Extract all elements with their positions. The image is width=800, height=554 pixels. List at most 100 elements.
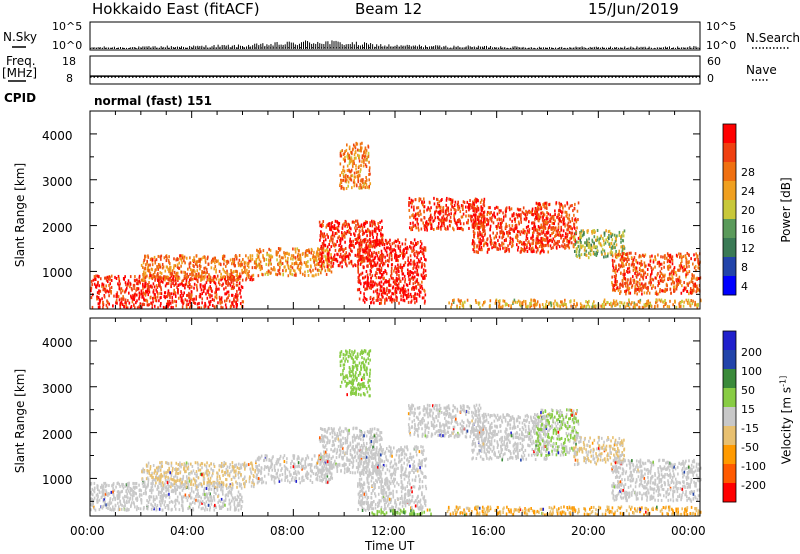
power-cell bbox=[536, 246, 539, 250]
power-cell bbox=[522, 211, 525, 215]
power-cell bbox=[341, 234, 343, 238]
power-cell bbox=[560, 202, 563, 206]
power-cell bbox=[575, 220, 578, 224]
power-cell bbox=[569, 204, 572, 208]
power-cell bbox=[201, 292, 203, 296]
power-cell bbox=[580, 229, 583, 233]
power-cell bbox=[275, 253, 278, 257]
power-cell bbox=[329, 226, 331, 230]
power-cell bbox=[119, 303, 121, 307]
power-cell bbox=[370, 286, 372, 290]
power-cell bbox=[201, 297, 204, 301]
power-cell bbox=[204, 258, 207, 262]
power-cell bbox=[543, 205, 545, 209]
power-cell bbox=[685, 286, 687, 290]
power-cell bbox=[679, 279, 682, 283]
power-cell bbox=[281, 262, 284, 266]
power-cell bbox=[521, 248, 524, 252]
power-cell bbox=[350, 151, 353, 155]
power-cell bbox=[368, 166, 371, 170]
power-cell bbox=[214, 261, 216, 265]
power-cell bbox=[567, 228, 570, 232]
power-cell bbox=[411, 275, 414, 279]
power-cell bbox=[546, 221, 548, 225]
power-cell bbox=[157, 267, 160, 271]
power-cell bbox=[412, 282, 415, 286]
power-cell bbox=[647, 263, 650, 267]
power-cell bbox=[208, 286, 210, 290]
power-cell bbox=[195, 297, 197, 301]
power-cell bbox=[350, 240, 353, 244]
power-cell bbox=[625, 269, 628, 273]
power-cell bbox=[609, 251, 612, 255]
power-cell bbox=[568, 225, 570, 229]
power-cell bbox=[676, 282, 678, 286]
power-cell bbox=[473, 240, 475, 244]
power-cell bbox=[295, 262, 298, 266]
power-cell bbox=[158, 299, 160, 303]
power-cell bbox=[474, 219, 477, 223]
power-cell bbox=[356, 148, 359, 152]
power-cell bbox=[534, 228, 537, 232]
power-cell bbox=[171, 269, 174, 273]
power-cell bbox=[628, 258, 630, 262]
power-cell bbox=[412, 249, 414, 253]
power-cell bbox=[380, 266, 383, 270]
power-cell bbox=[228, 276, 231, 280]
power-cell bbox=[330, 225, 333, 229]
power-cell bbox=[630, 256, 633, 260]
power-cell bbox=[164, 278, 166, 282]
cpid-label: CPID bbox=[4, 91, 37, 105]
freq-left-tick-top: 18 bbox=[62, 55, 76, 68]
power-cell bbox=[294, 247, 297, 251]
power-cell bbox=[578, 248, 581, 252]
power-cell bbox=[147, 286, 150, 290]
power-cell bbox=[483, 217, 486, 221]
power-cell bbox=[358, 297, 361, 301]
power-cell bbox=[473, 221, 475, 225]
power-cell bbox=[518, 230, 521, 234]
power-cell bbox=[221, 300, 223, 304]
power-cell bbox=[363, 300, 366, 304]
power-cell bbox=[245, 271, 247, 275]
power-cell bbox=[542, 220, 545, 224]
power-cell bbox=[394, 249, 397, 253]
power-cell bbox=[226, 269, 228, 273]
power-cell bbox=[330, 245, 333, 249]
power-cell bbox=[284, 269, 287, 273]
power-cell bbox=[657, 292, 660, 296]
power-cell bbox=[554, 213, 556, 217]
power-cell bbox=[369, 237, 371, 241]
power-cell bbox=[419, 283, 421, 287]
power-cell bbox=[193, 258, 196, 262]
power-cell bbox=[108, 283, 110, 287]
power-cell bbox=[607, 252, 609, 256]
power-cell bbox=[415, 297, 418, 301]
power-cell bbox=[644, 282, 647, 286]
power-cell bbox=[436, 198, 439, 202]
power-cell bbox=[361, 271, 364, 275]
power-cell bbox=[394, 279, 396, 283]
power-cell bbox=[125, 288, 127, 292]
power-cell bbox=[286, 260, 289, 264]
power-cell bbox=[677, 268, 679, 272]
power-cell bbox=[520, 216, 522, 220]
power-cell bbox=[479, 200, 482, 204]
vel-ytick-3000: 3000 bbox=[42, 382, 73, 396]
power-cell bbox=[416, 261, 419, 265]
power-cell bbox=[321, 242, 324, 246]
power-cell bbox=[417, 211, 420, 215]
power-cell bbox=[348, 162, 351, 166]
power-cell bbox=[421, 200, 423, 204]
power-cell bbox=[349, 150, 352, 154]
power-cell bbox=[621, 265, 624, 269]
power-cell bbox=[410, 300, 412, 304]
power-cell bbox=[620, 264, 622, 268]
power-cell bbox=[543, 202, 545, 206]
power-cell bbox=[452, 300, 455, 304]
power-cell bbox=[671, 276, 674, 280]
power-cell bbox=[333, 253, 336, 257]
power-cell bbox=[652, 258, 655, 262]
power-cell bbox=[348, 231, 351, 235]
power-cell bbox=[474, 299, 477, 303]
